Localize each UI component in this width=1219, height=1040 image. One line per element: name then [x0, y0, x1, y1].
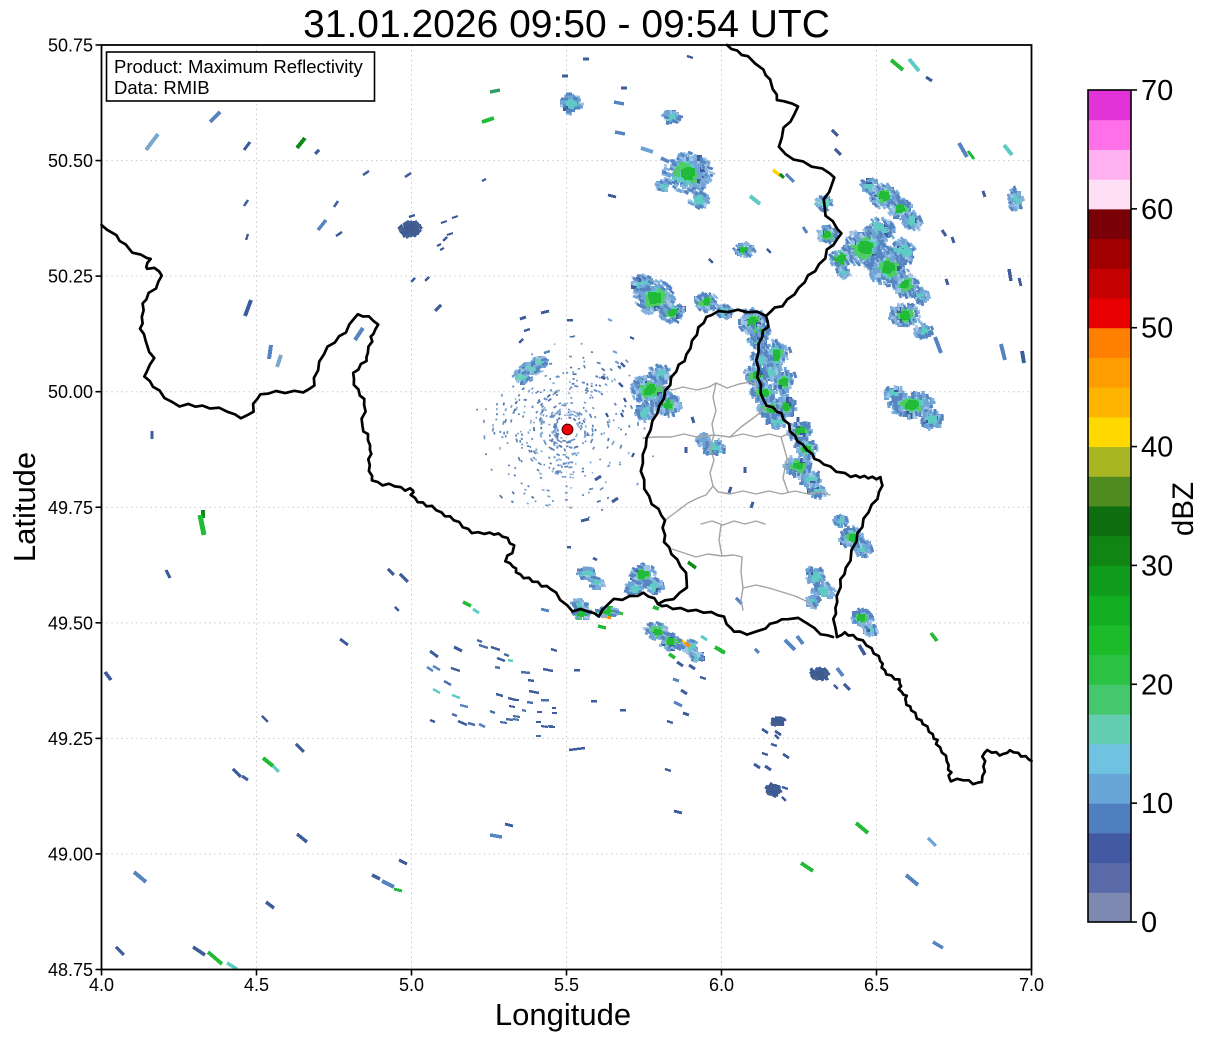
svg-text:50.25: 50.25 — [48, 267, 93, 287]
svg-text:5.5: 5.5 — [554, 975, 579, 995]
svg-text:70: 70 — [1141, 75, 1173, 107]
svg-text:49.75: 49.75 — [48, 498, 93, 518]
svg-text:5.0: 5.0 — [399, 975, 424, 995]
svg-text:50.50: 50.50 — [48, 151, 93, 171]
svg-text:4.0: 4.0 — [89, 975, 114, 995]
svg-text:60: 60 — [1141, 194, 1173, 226]
svg-text:50: 50 — [1141, 313, 1173, 345]
svg-text:6.5: 6.5 — [864, 975, 889, 995]
svg-text:50.75: 50.75 — [48, 36, 93, 56]
svg-text:7.0: 7.0 — [1019, 975, 1044, 995]
svg-text:20: 20 — [1141, 669, 1173, 701]
svg-text:Latitude: Latitude — [7, 452, 42, 562]
svg-text:0: 0 — [1141, 907, 1157, 939]
svg-text:49.25: 49.25 — [48, 729, 93, 749]
svg-text:10: 10 — [1141, 788, 1173, 820]
svg-text:31.01.2026 09:50 - 09:54 UTC: 31.01.2026 09:50 - 09:54 UTC — [303, 3, 830, 46]
svg-text:30: 30 — [1141, 550, 1173, 582]
svg-text:50.00: 50.00 — [48, 382, 93, 402]
svg-text:Product: Maximum Reflectivity: Product: Maximum Reflectivity — [114, 56, 364, 77]
svg-text:48.75: 48.75 — [48, 960, 93, 980]
svg-text:49.00: 49.00 — [48, 844, 93, 864]
svg-text:dBZ: dBZ — [1167, 482, 1200, 536]
svg-text:Longitude: Longitude — [495, 997, 631, 1032]
svg-text:Data: RMIB: Data: RMIB — [114, 77, 210, 98]
svg-text:6.0: 6.0 — [709, 975, 734, 995]
svg-text:4.5: 4.5 — [244, 975, 269, 995]
svg-text:49.50: 49.50 — [48, 613, 93, 633]
svg-text:40: 40 — [1141, 432, 1173, 464]
